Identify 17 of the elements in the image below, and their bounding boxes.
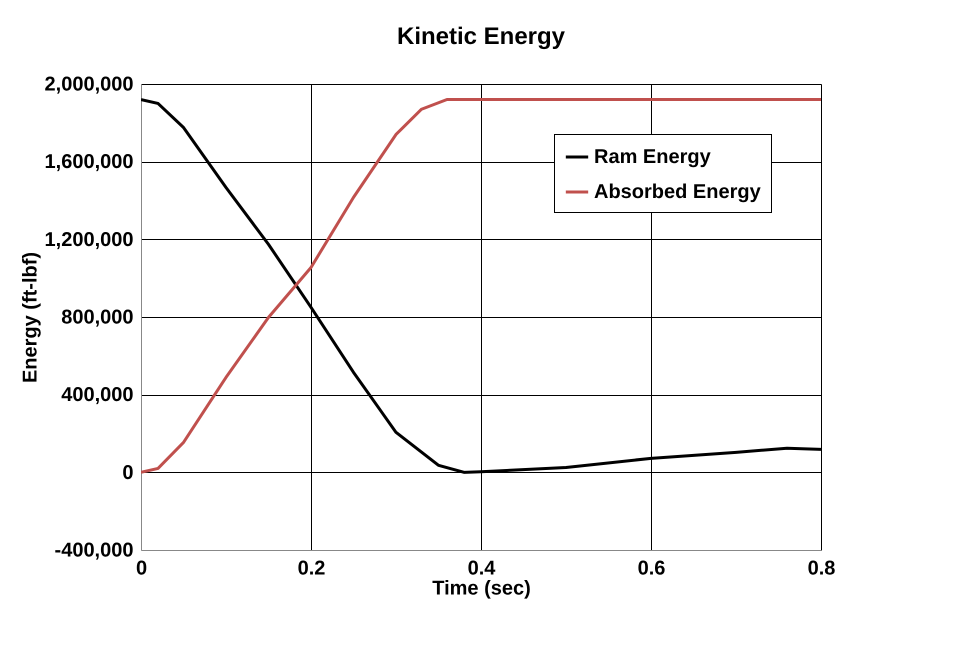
x-tick-label: 0.4 (468, 558, 496, 580)
legend-label: Ram Energy (594, 146, 712, 168)
y-tick-label: 800,000 (61, 306, 134, 328)
y-tick-label: -400,000 (54, 540, 134, 562)
y-tick-label: 2,000,000 (44, 74, 134, 96)
y-tick-label: 400,000 (61, 384, 134, 406)
y-axis-title: Energy (ft-lbf) (20, 252, 42, 384)
x-tick-label: 0.6 (638, 558, 666, 580)
legend-label: Absorbed Energy (594, 181, 762, 203)
x-tick-label: 0 (136, 558, 148, 580)
x-tick-label: 0.8 (808, 558, 836, 580)
chart-title: Kinetic Energy (396, 23, 566, 50)
x-axis-title: Time (sec) (432, 578, 531, 600)
x-tick-label: 0.2 (298, 558, 326, 580)
y-tick-label: 0 (122, 462, 134, 484)
y-tick-label: 1,200,000 (44, 228, 134, 251)
y-tick-label: 1,600,000 (44, 151, 134, 174)
